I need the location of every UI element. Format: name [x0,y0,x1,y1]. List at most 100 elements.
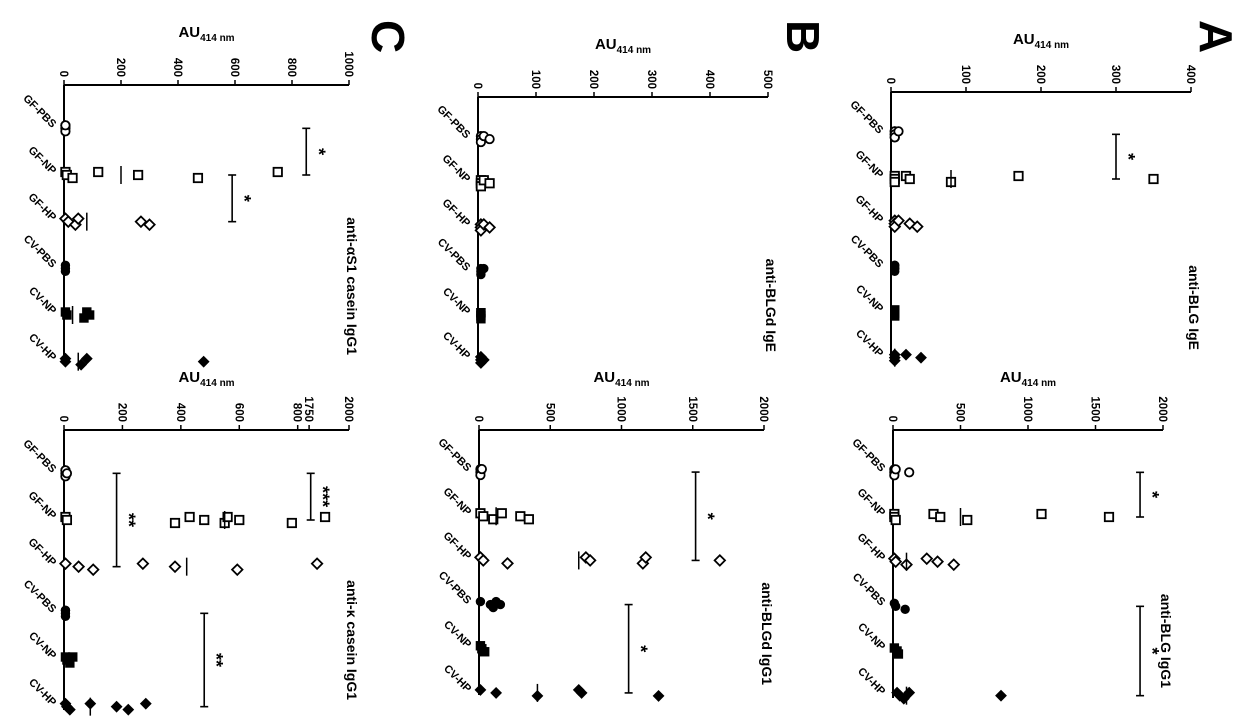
category-label: CV-PBS [848,233,885,270]
data-point [476,463,487,475]
data-point [72,560,86,574]
data-point [484,178,495,189]
category-label: CV-NP [26,285,58,317]
data-point [67,172,78,184]
data-point [93,166,104,178]
data-point [477,354,490,366]
data-point [60,266,71,277]
data-point [890,308,900,318]
y-tick-label: 400 [1184,65,1196,84]
y-tick-label: 1750 [302,396,314,422]
chart-title: anti-BLG IgG1 [1158,594,1174,688]
chart-title: anti-κ casein IgG1 [344,580,360,700]
y-axis-label: AU414 nm [593,369,649,389]
category-label: GF-NP [441,486,474,519]
significance-label: * [1118,153,1138,160]
data-point [900,348,912,361]
category-label: GF-PBS [20,438,58,476]
data-point [947,558,961,572]
chart-panel-2: 0 100 200 300 400 500 AU414 nm anti-BLGd IgE GF-… [434,36,779,369]
data-point [515,511,526,522]
y-axis-label: AU414 nm [1000,369,1056,389]
data-point [892,214,905,228]
significance-label: * [308,148,328,155]
category-label: CV-HP [440,330,472,362]
category-label: CV-NP [26,630,58,662]
y-tick-label: 100 [529,70,541,89]
data-point [84,310,95,320]
y-tick-label: 0 [886,416,898,422]
y-tick-label: 500 [543,403,555,422]
data-point [143,218,156,232]
category-label: GF-PBS [435,436,473,474]
data-point [184,511,195,523]
data-point [915,351,927,364]
y-axis-label: AU414 nm [178,24,234,44]
data-point [134,215,148,229]
data-point [58,557,72,571]
data-point [583,553,597,567]
significance-label: ** [206,653,226,667]
y-tick-label: 800 [291,403,303,422]
data-point [490,687,503,699]
data-point [230,563,244,577]
y-axis-label: AU414 nm [595,36,651,56]
data-point [476,308,486,318]
data-point [1013,170,1024,182]
data-point [496,508,507,519]
significance-label: *** [313,486,333,507]
data-point [1036,508,1047,520]
data-point [199,514,210,526]
significance-label: * [698,513,718,520]
category-label: GF-NP [855,486,888,519]
category-label: GF-NP [26,144,59,177]
category-label: CV-PBS [850,571,887,608]
chart-panel-0: 0 100 200 300 400 AU414 nm anti-BLG IgE GF-PBS G… [847,31,1202,367]
data-point [122,703,135,716]
data-point [920,552,934,566]
data-point [713,553,727,567]
data-point [575,687,588,699]
category-label: CV-PBS [21,578,58,615]
data-point [904,467,915,478]
chart-panel-1: 0 500 1000 1500 2000 AU414 nm anti-BLG IgG1 GF-… [849,369,1174,705]
y-tick-label: 2000 [757,396,769,422]
chart-panel-5: 0 200 400 600 800 1750 2000 AU414 nm anti-κ case… [20,369,360,716]
data-point [495,599,506,610]
data-point [995,689,1007,702]
data-point [523,514,534,525]
data-point [900,604,910,615]
significance-label: ** [119,513,139,527]
data-point [139,697,152,710]
data-point [479,263,489,274]
data-point [169,517,181,529]
panel-label: C [362,20,414,53]
data-point [192,172,204,184]
significance-label: * [1142,491,1162,498]
category-label: GF-NP [26,489,59,522]
data-point [904,173,915,185]
y-tick-label: 500 [954,403,966,422]
y-tick-label: 100 [959,65,971,84]
category-label: CV-HP [441,663,473,695]
data-point [1148,173,1159,185]
data-point [474,684,487,696]
data-point [59,355,72,368]
category-label: CV-NP [855,621,887,653]
data-point [639,550,653,564]
category-label: CV-PBS [21,233,58,270]
significance-label: * [631,645,651,652]
category-label: CV-HP [26,332,58,364]
data-point [234,514,245,526]
panel-label: A [1190,20,1235,53]
y-tick-label: 1000 [615,396,627,422]
y-tick-label: 300 [645,70,657,89]
panel-label: B [777,20,829,53]
data-point [71,212,85,226]
y-tick-label: 200 [115,403,127,422]
data-point [80,352,93,365]
category-label: CV-NP [441,619,473,651]
data-point [286,517,297,529]
data-point [60,605,71,616]
